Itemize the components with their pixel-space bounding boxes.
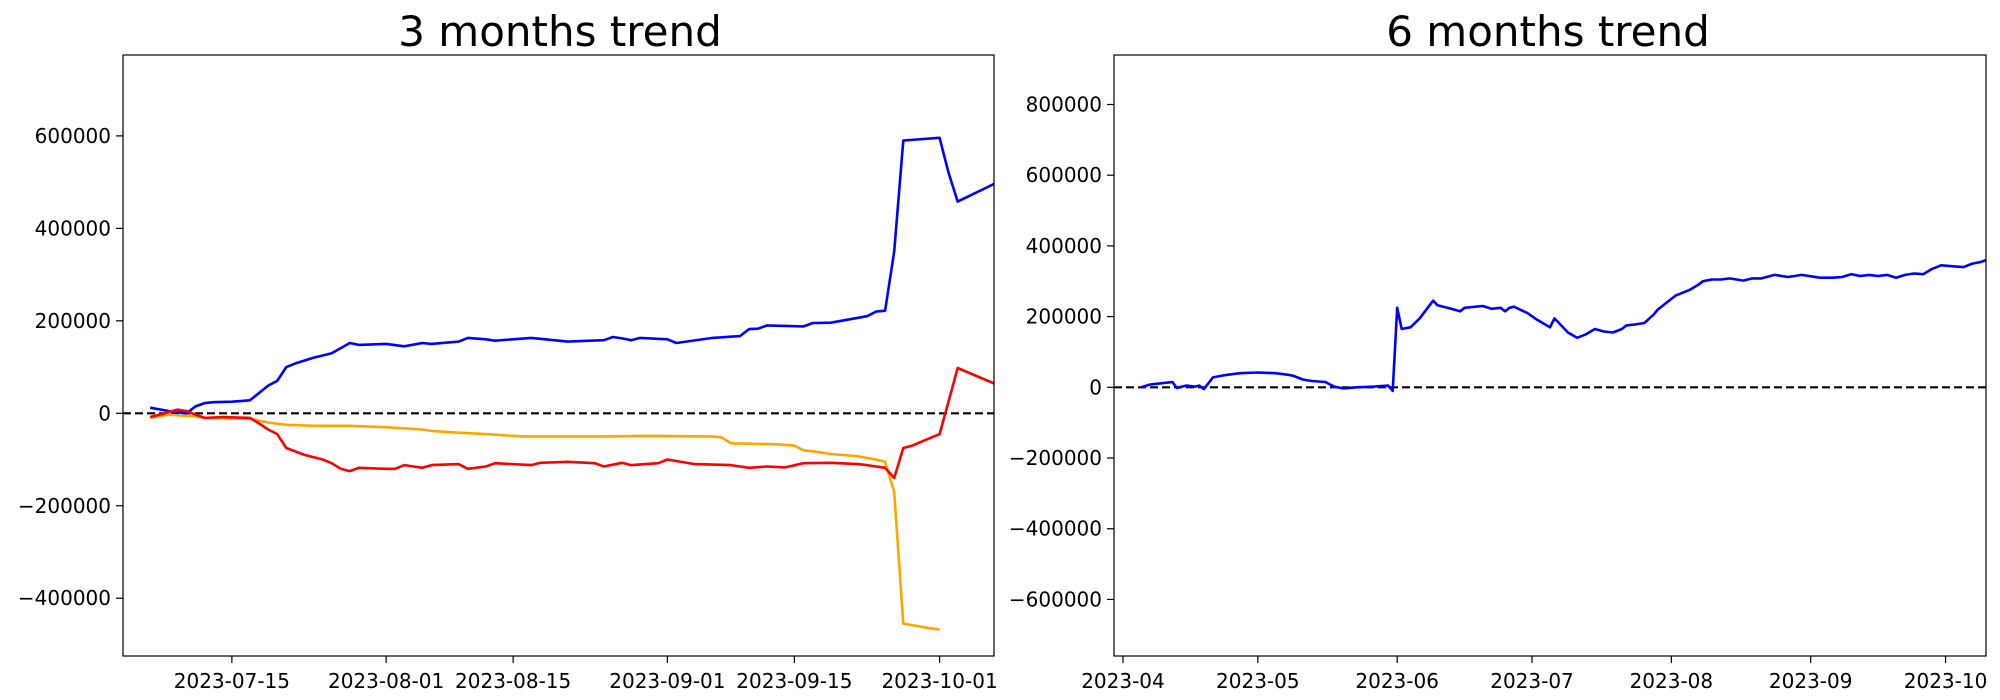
y-tick-label: −200000	[18, 494, 111, 518]
chart-title: 6 months trend	[1386, 7, 1710, 56]
y-tick-label: 200000	[35, 309, 111, 333]
y-tick-label: −600000	[1009, 587, 1102, 611]
y-tick-label: 600000	[35, 124, 111, 148]
y-tick-label: −400000	[18, 586, 111, 610]
x-tick-label: 2023-05	[1216, 669, 1300, 693]
x-tick-label: 2023-08-15	[455, 669, 571, 693]
x-tick-label: 2023-09-15	[736, 669, 852, 693]
x-tick-label: 2023-06	[1355, 669, 1439, 693]
chart-3-months: 3 months trend 600000 400000 200000 0 −20000…	[18, 7, 998, 693]
y-tick-label: 200000	[1026, 305, 1102, 329]
series-line-0	[149, 136, 994, 415]
y-tick-label: 400000	[35, 216, 111, 240]
x-tick-label: 2023-08	[1630, 669, 1714, 693]
x-tick-label: 2023-04	[1081, 669, 1165, 693]
series-line-0	[1140, 258, 1986, 393]
plot-area	[123, 136, 994, 631]
plot-area	[1114, 258, 1986, 393]
y-tick-label: −400000	[1009, 517, 1102, 541]
series-line-1	[149, 413, 940, 631]
x-tick-label: 2023-09	[1769, 669, 1853, 693]
x-tick-label: 2023-10-01	[881, 669, 997, 693]
y-tick-label: 0	[98, 401, 111, 425]
x-tick-label: 2023-07-15	[174, 669, 290, 693]
chart-title: 3 months trend	[398, 7, 722, 56]
y-tick-label: 800000	[1026, 92, 1102, 116]
axes-frame	[122, 54, 995, 657]
y-tick-label: −200000	[1009, 446, 1102, 470]
x-tick-label: 2023-09-01	[609, 669, 725, 693]
series-line-2	[149, 366, 994, 480]
x-tick-label: 2023-10	[1904, 669, 1988, 693]
x-tick-label: 2023-08-01	[328, 669, 444, 693]
y-tick-label: 600000	[1026, 163, 1102, 187]
y-tick-label: 400000	[1026, 234, 1102, 258]
axes-frame	[1113, 54, 1987, 657]
chart-6-months: 6 months trend 800000 600000 400000 200000 0…	[1009, 7, 1988, 693]
y-tick-label: 0	[1089, 375, 1102, 399]
x-tick-label: 2023-07	[1490, 669, 1574, 693]
